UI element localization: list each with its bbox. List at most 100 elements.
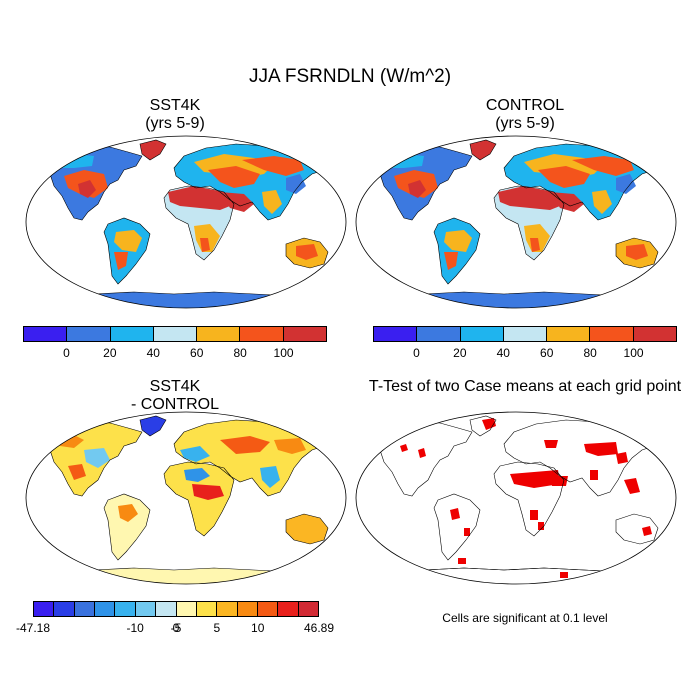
colorbar-tick-label: 20: [103, 346, 117, 360]
map-field-region: [192, 484, 224, 500]
colorbar-sst4k-ticks: 0 20 40 60 80 100: [23, 346, 327, 362]
coastline-australia: [285, 237, 329, 269]
map-sst4k: [25, 135, 347, 309]
map-field-region: [164, 462, 234, 536]
coastline-southAmerica: [103, 493, 151, 561]
map-field-region: [408, 180, 426, 198]
panel-title-line2: (yrs 5-9): [495, 114, 555, 132]
map-field-region: [104, 494, 150, 560]
coastline-northAmerica: [45, 145, 143, 221]
colorbar-swatch: [237, 602, 258, 616]
panel-title-sst4k: SST4K (yrs 5-9): [0, 97, 350, 132]
colorbar-tick-label: 40: [496, 346, 510, 360]
colorbar-swatch: [283, 327, 326, 341]
colorbar-swatch: [278, 602, 299, 616]
colorbar-tick-label: 40: [146, 346, 160, 360]
coastline-greenland: [139, 139, 167, 161]
map-content: [45, 139, 331, 308]
map-field-region: [180, 446, 210, 462]
colorbar-swatch: [34, 602, 55, 616]
significant-cell: [384, 432, 398, 442]
panel-title-line1: SST4K: [149, 97, 201, 114]
colorbar-swatch: [115, 602, 136, 616]
map-field-region: [538, 166, 590, 188]
map-field-region: [140, 416, 166, 436]
significant-cell: [510, 470, 560, 488]
significant-cell: [642, 526, 652, 536]
coastline-northAmerica: [375, 421, 473, 497]
colorbar-tick-label: 20: [453, 346, 467, 360]
map-field-region: [470, 140, 496, 160]
figure-title: JJA FSRNDLN (W/m^2): [248, 66, 452, 87]
coastline-africa: [163, 461, 235, 537]
map-field-region: [64, 568, 316, 584]
coastline-greenland: [469, 139, 497, 161]
significant-cell: [550, 476, 568, 486]
colorbar-swatch: [110, 327, 154, 341]
colorbar-tick-label: 100: [273, 346, 294, 360]
panel-title-line2: (yrs 5-9): [145, 114, 205, 132]
coastline-africa: [493, 185, 565, 261]
map-border: [355, 411, 677, 585]
colorbar-swatch: [240, 327, 284, 341]
colorbar-tick-label: 80: [233, 346, 247, 360]
map-field-region: [262, 190, 282, 214]
colorbar-swatch: [95, 602, 116, 616]
map-field-region: [572, 156, 634, 176]
colorbar-tick-label: 60: [540, 346, 554, 360]
map-field-region: [274, 438, 306, 454]
significant-cell: [624, 478, 640, 494]
map-content: [375, 139, 661, 308]
significant-cell: [464, 528, 470, 536]
coastline: [392, 567, 647, 584]
colorbar-tick-label: 0: [63, 346, 70, 360]
panel-title-line2: - CONTROL: [131, 395, 219, 413]
colorbar-swatch: [197, 327, 241, 341]
map-field-region: [626, 244, 648, 260]
panel-title-line1: SST4K: [149, 378, 201, 395]
colorbar-swatch: [257, 602, 279, 616]
map-field-region: [200, 238, 210, 252]
map-control: [355, 135, 677, 309]
coastline-africa: [493, 461, 565, 537]
coastline-southAmerica: [433, 217, 481, 285]
colorbar-tick-label: 80: [583, 346, 597, 360]
map-field-region: [616, 174, 636, 194]
significant-cell: [654, 440, 660, 446]
map-border: [355, 135, 677, 309]
colorbar-swatch: [417, 327, 461, 341]
colorbar-swatch: [135, 602, 157, 616]
map-ttest: [355, 411, 677, 585]
map-field-region: [530, 238, 540, 252]
map-field-region: [168, 186, 230, 210]
significant-cell: [482, 418, 496, 430]
colorbar-sst4k: [23, 326, 327, 342]
colorbar-swatch: [67, 327, 111, 341]
colorbar-swatch: [298, 602, 319, 616]
map-field-region: [114, 230, 142, 252]
map-field-region: [242, 156, 304, 176]
significant-cell: [584, 442, 618, 456]
map-field-region: [260, 466, 280, 488]
colorbar-difference: [33, 601, 319, 617]
coastline-australia: [285, 513, 329, 545]
map-field-region: [114, 252, 128, 270]
coastline-northAmerica: [45, 421, 143, 497]
colorbar-tick-label: -10: [126, 621, 144, 635]
panel-title-control: CONTROL (yrs 5-9): [350, 97, 700, 132]
map-field-region: [296, 244, 318, 260]
colorbar-tick-label: 0: [413, 346, 420, 360]
colorbar-swatch: [217, 602, 238, 616]
coastline-greenland: [469, 415, 497, 437]
significant-cell: [538, 522, 544, 530]
colorbar-swatch: [24, 327, 68, 341]
coastline-southAmerica: [433, 493, 481, 561]
significant-cell: [418, 448, 426, 458]
colorbar-control-ticks: 0 20 40 60 80 100: [373, 346, 677, 362]
colorbar-tick-label: 5: [213, 621, 221, 635]
panel-title-line1: T-Test of two Case means at each grid po…: [368, 378, 682, 395]
coastline-greenland: [139, 415, 167, 437]
coastline-southAmerica: [103, 217, 151, 285]
significant-cell: [450, 508, 460, 520]
map-field-region: [220, 436, 270, 454]
